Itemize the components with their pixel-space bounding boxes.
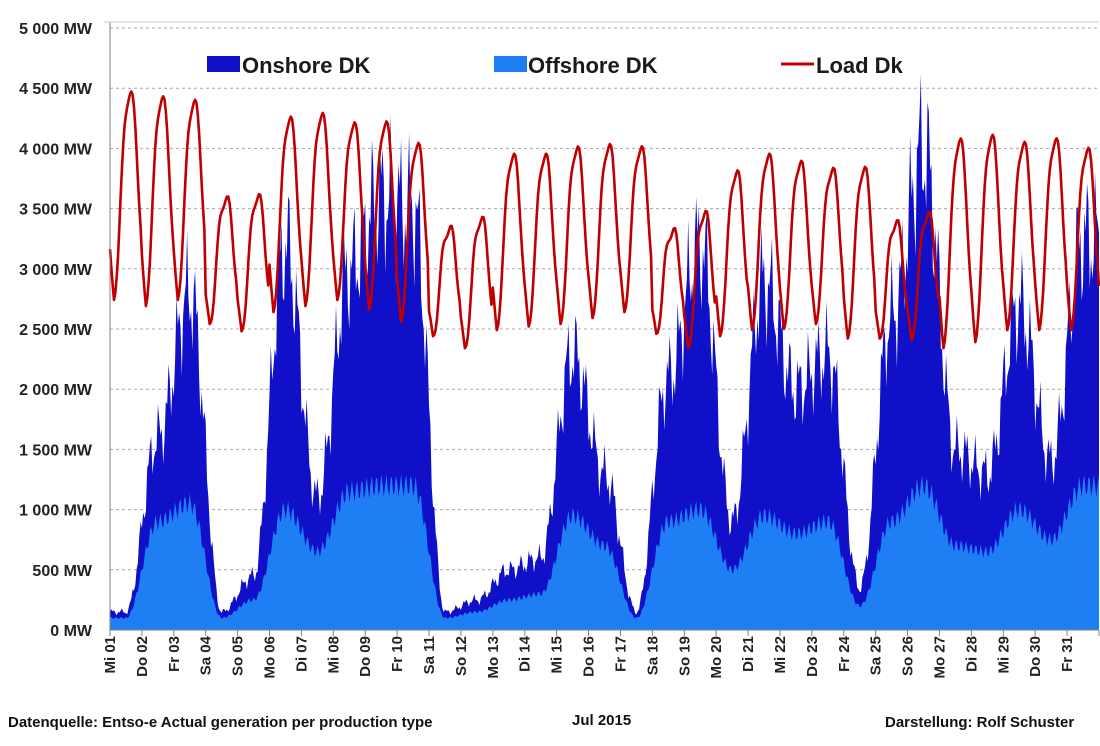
x-tick-label: Mo 27 <box>931 636 948 679</box>
x-tick-label: Fr 24 <box>836 635 853 672</box>
x-tick-label: Sa 04 <box>198 635 215 675</box>
x-tick-label: So 26 <box>900 636 917 676</box>
legend: Onshore DK Offshore DK Load Dk <box>207 53 904 78</box>
footer-credit: Darstellung: Rolf Schuster <box>885 714 1075 731</box>
y-tick-label: 0 MW <box>50 623 93 640</box>
x-tick-label: Fr 10 <box>389 636 406 672</box>
footer-month: Jul 2015 <box>572 712 632 729</box>
x-tick-label: Mi 08 <box>325 636 342 674</box>
y-tick-label: 1 000 MW <box>19 503 93 520</box>
x-tick-label: Mi 15 <box>549 636 566 674</box>
x-tick-label: Fr 31 <box>1059 636 1076 672</box>
legend-swatch-offshore <box>494 56 527 72</box>
x-tick-label: Do 23 <box>804 636 821 677</box>
x-tick-label: Mi 22 <box>772 636 789 674</box>
x-tick-label: So 05 <box>230 636 247 676</box>
series-offshore-area <box>110 474 1099 630</box>
x-tick-label: Fr 03 <box>166 636 183 672</box>
footer-source: Datenquelle: Entso-e Actual generation p… <box>8 714 433 731</box>
axes <box>104 21 1100 636</box>
area-series <box>110 74 1099 631</box>
x-tick-label: Fr 17 <box>612 636 629 672</box>
y-tick-labels: 0 MW 500 MW 1 000 MW 1 500 MW 2 000 MW 2 500 … <box>19 21 93 640</box>
y-tick-label: 500 MW <box>32 563 92 580</box>
x-tick-label: Di 28 <box>963 636 980 672</box>
y-tick-label: 2 000 MW <box>19 382 93 399</box>
y-tick-label: 4 000 MW <box>19 141 93 158</box>
x-tick-label: Do 16 <box>581 636 598 677</box>
x-tick-label: Sa 18 <box>644 636 661 675</box>
x-tick-label: Do 02 <box>134 636 151 677</box>
x-tick-label: Mi 29 <box>995 636 1012 674</box>
x-tick-label: So 19 <box>676 636 693 676</box>
x-tick-label: Di 21 <box>740 636 757 672</box>
y-tick-label: 3 500 MW <box>19 202 93 219</box>
series-load-line <box>108 90 1100 350</box>
x-tick-labels: Mi 01 Do 02 Fr 03 Sa 04 So 05 Mo 06 Di 07 Mi 08… <box>102 635 1076 678</box>
x-tick-label: Sa 11 <box>421 636 438 674</box>
load-series <box>108 90 1100 350</box>
y-tick-label: 3 000 MW <box>19 262 93 279</box>
legend-label-offshore: Offshore DK <box>528 53 658 78</box>
x-tick-label: Mi 01 <box>102 636 119 674</box>
y-tick-label: 4 500 MW <box>19 81 93 98</box>
x-tick-label: Do 09 <box>357 636 374 677</box>
legend-swatch-onshore <box>207 56 240 72</box>
legend-label-onshore: Onshore DK <box>242 53 370 78</box>
y-tick-label: 2 500 MW <box>19 322 93 339</box>
x-tick-label: Do 30 <box>1027 636 1044 677</box>
x-tick-label: Di 14 <box>517 635 534 672</box>
y-tick-label: 1 500 MW <box>19 442 93 459</box>
x-tick-label: Mo 06 <box>262 636 279 679</box>
x-tick-label: Sa 25 <box>868 636 885 675</box>
x-tick-label: Di 07 <box>293 636 310 672</box>
legend-label-load: Load Dk <box>816 53 904 78</box>
x-tick-label: So 12 <box>453 636 470 676</box>
y-tick-label: 5 000 MW <box>19 21 93 38</box>
x-tick-label: Mo 13 <box>485 636 502 679</box>
x-tick-label: Mo 20 <box>708 636 725 679</box>
